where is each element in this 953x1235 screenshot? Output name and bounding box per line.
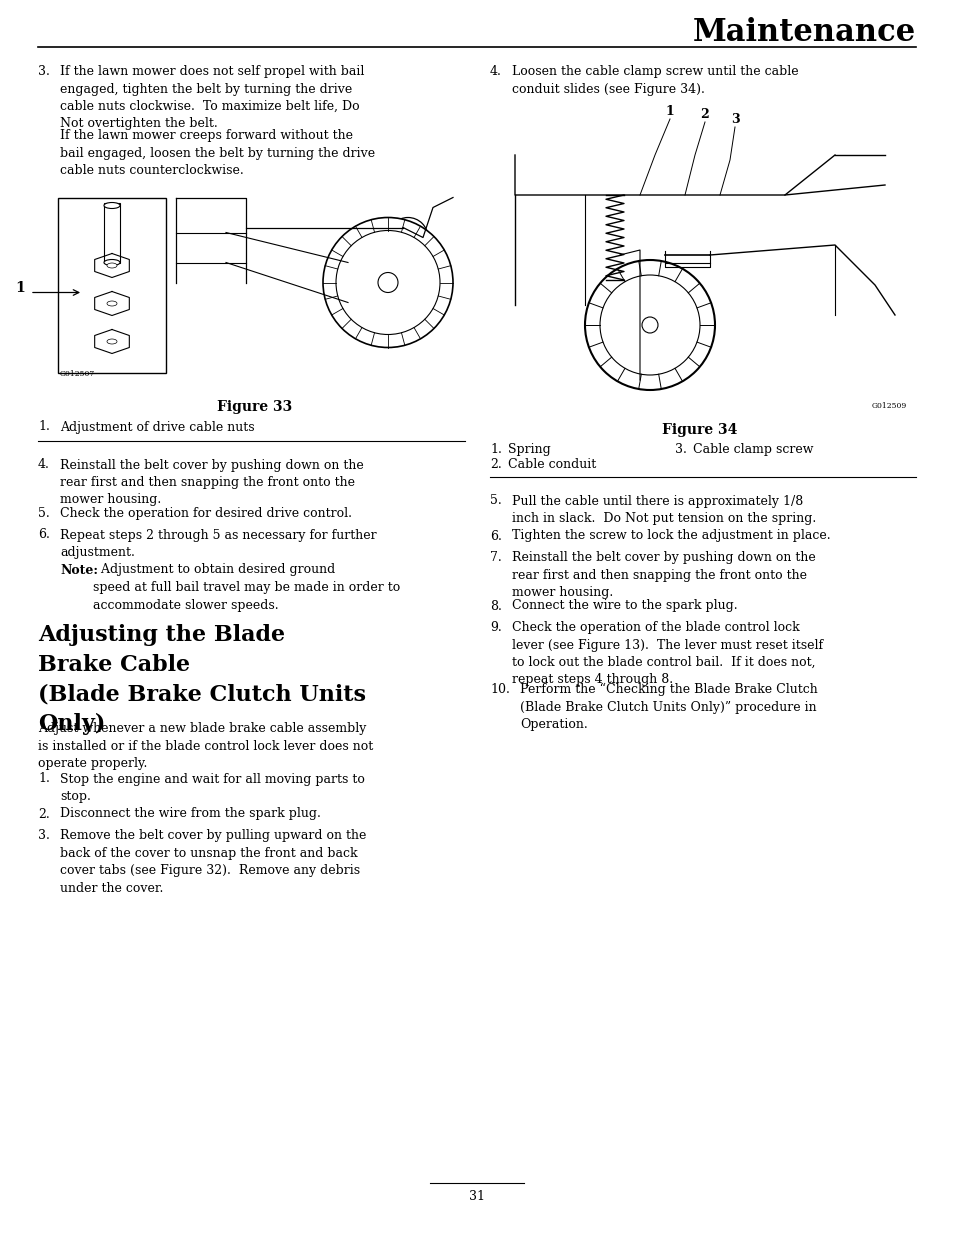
Ellipse shape — [107, 338, 117, 345]
Ellipse shape — [107, 301, 117, 306]
Text: 6.: 6. — [38, 529, 50, 541]
Text: If the lawn mower creeps forward without the
bail engaged, loosen the belt by tu: If the lawn mower creeps forward without… — [60, 128, 375, 177]
Text: 5.: 5. — [38, 508, 50, 520]
Text: 9.: 9. — [490, 621, 501, 634]
Text: Adjustment of drive cable nuts: Adjustment of drive cable nuts — [60, 420, 254, 433]
Text: Adjustment to obtain desired ground
speed at full bail travel may be made in ord: Adjustment to obtain desired ground spee… — [92, 563, 400, 611]
Text: 2.: 2. — [490, 458, 501, 472]
Text: Perform the “Checking the Blade Brake Clutch
(Blade Brake Clutch Units Only)” pr: Perform the “Checking the Blade Brake Cl… — [519, 683, 817, 731]
Text: Cable clamp screw: Cable clamp screw — [692, 443, 813, 456]
Text: Adjust whenever a new blade brake cable assembly
is installed or if the blade co: Adjust whenever a new blade brake cable … — [38, 722, 373, 769]
Text: 1.: 1. — [38, 773, 50, 785]
Text: Spring: Spring — [507, 443, 550, 456]
Text: 31: 31 — [469, 1191, 484, 1203]
Circle shape — [584, 261, 714, 390]
Text: 3.: 3. — [38, 829, 50, 842]
Text: Disconnect the wire from the spark plug.: Disconnect the wire from the spark plug. — [60, 808, 320, 820]
Circle shape — [641, 317, 658, 333]
Text: 1.: 1. — [38, 420, 50, 433]
Circle shape — [335, 231, 439, 335]
Text: 10.: 10. — [490, 683, 509, 697]
Text: 4.: 4. — [38, 458, 50, 472]
Circle shape — [323, 217, 453, 347]
Ellipse shape — [622, 274, 657, 287]
Text: 3: 3 — [730, 112, 739, 126]
Text: 4.: 4. — [490, 65, 501, 78]
Text: Loosen the cable clamp screw until the cable
conduit slides (see Figure 34).: Loosen the cable clamp screw until the c… — [512, 65, 798, 95]
Text: 7.: 7. — [490, 551, 501, 564]
Ellipse shape — [622, 374, 657, 387]
Text: Reinstall the belt cover by pushing down on the
rear first and then snapping the: Reinstall the belt cover by pushing down… — [512, 551, 815, 599]
Text: Stop the engine and wait for all moving parts to
stop.: Stop the engine and wait for all moving … — [60, 773, 364, 803]
Circle shape — [599, 275, 700, 375]
Text: 5.: 5. — [490, 494, 501, 508]
Text: G012507: G012507 — [60, 369, 95, 378]
Text: 1: 1 — [665, 105, 674, 119]
Text: If the lawn mower does not self propel with bail
engaged, tighten the belt by tu: If the lawn mower does not self propel w… — [60, 65, 364, 131]
Text: Remove the belt cover by pulling upward on the
back of the cover to unsnap the f: Remove the belt cover by pulling upward … — [60, 829, 366, 894]
Text: 2.: 2. — [38, 808, 50, 820]
Text: Figure 34: Figure 34 — [661, 424, 737, 437]
Text: Check the operation for desired drive control.: Check the operation for desired drive co… — [60, 508, 352, 520]
Text: 1.: 1. — [490, 443, 501, 456]
Text: Tighten the screw to lock the adjustment in place.: Tighten the screw to lock the adjustment… — [512, 530, 830, 542]
Ellipse shape — [104, 203, 120, 209]
Text: Reinstall the belt cover by pushing down on the
rear first and then snapping the: Reinstall the belt cover by pushing down… — [60, 458, 363, 506]
Text: Check the operation of the blade control lock
lever (see Figure 13).  The lever : Check the operation of the blade control… — [512, 621, 822, 687]
Text: 8.: 8. — [490, 599, 501, 613]
Text: 6.: 6. — [490, 530, 501, 542]
Ellipse shape — [107, 263, 117, 268]
Text: G012509: G012509 — [871, 403, 906, 410]
Circle shape — [377, 273, 397, 293]
Text: 2: 2 — [700, 107, 709, 121]
Ellipse shape — [104, 259, 120, 266]
Bar — [104, 203, 120, 263]
Text: Pull the cable until there is approximately 1/8
inch in slack.  Do Not put tensi: Pull the cable until there is approximat… — [512, 494, 816, 525]
Text: Maintenance: Maintenance — [692, 17, 915, 48]
Text: Cable conduit: Cable conduit — [507, 458, 596, 472]
Text: 3.: 3. — [675, 443, 686, 456]
Text: Repeat steps 2 through 5 as necessary for further
adjustment.: Repeat steps 2 through 5 as necessary fo… — [60, 529, 376, 559]
Text: 1: 1 — [15, 282, 25, 295]
Text: Figure 33: Figure 33 — [217, 400, 293, 415]
Text: Note:: Note: — [60, 563, 98, 577]
Bar — [622, 280, 658, 380]
Text: Adjusting the Blade
Brake Cable
(Blade Brake Clutch Units
Only): Adjusting the Blade Brake Cable (Blade B… — [38, 624, 366, 735]
Text: 3.: 3. — [38, 65, 50, 78]
Text: Connect the wire to the spark plug.: Connect the wire to the spark plug. — [512, 599, 737, 613]
Bar — [58, 198, 166, 373]
